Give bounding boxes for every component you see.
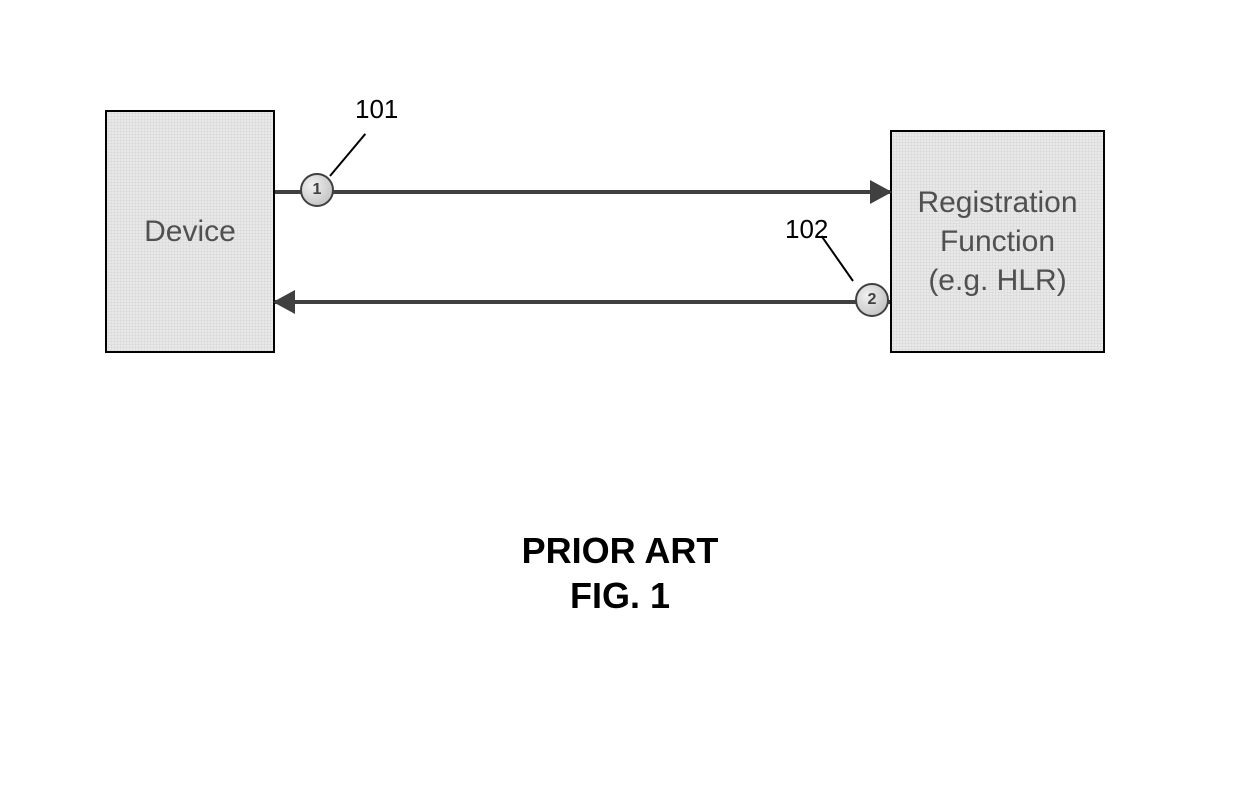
node-registration-label-2: Function xyxy=(940,222,1055,261)
marker-circle-2: 2 xyxy=(855,283,889,317)
caption-figure: FIG. 1 xyxy=(0,575,1240,617)
node-device: Device xyxy=(105,110,275,353)
arrowhead-left-icon xyxy=(273,290,295,314)
marker-number-2: 2 xyxy=(868,291,877,309)
edge-arrow-1 xyxy=(275,190,890,194)
marker-circle-1: 1 xyxy=(300,173,334,207)
diagram-container: Device Registration Function (e.g. HLR) … xyxy=(105,110,1105,390)
caption-prior-art: PRIOR ART xyxy=(0,530,1240,572)
reference-label-101: 101 xyxy=(355,94,398,125)
arrowhead-right-icon xyxy=(870,180,892,204)
marker-number-1: 1 xyxy=(313,181,322,199)
node-device-label: Device xyxy=(144,212,236,251)
node-registration-label-3: (e.g. HLR) xyxy=(928,261,1066,300)
reference-label-102: 102 xyxy=(785,214,828,245)
pointer-line-101 xyxy=(329,133,366,176)
edge-arrow-2 xyxy=(275,300,890,304)
node-registration: Registration Function (e.g. HLR) xyxy=(890,130,1105,353)
node-registration-label-1: Registration xyxy=(917,183,1077,222)
